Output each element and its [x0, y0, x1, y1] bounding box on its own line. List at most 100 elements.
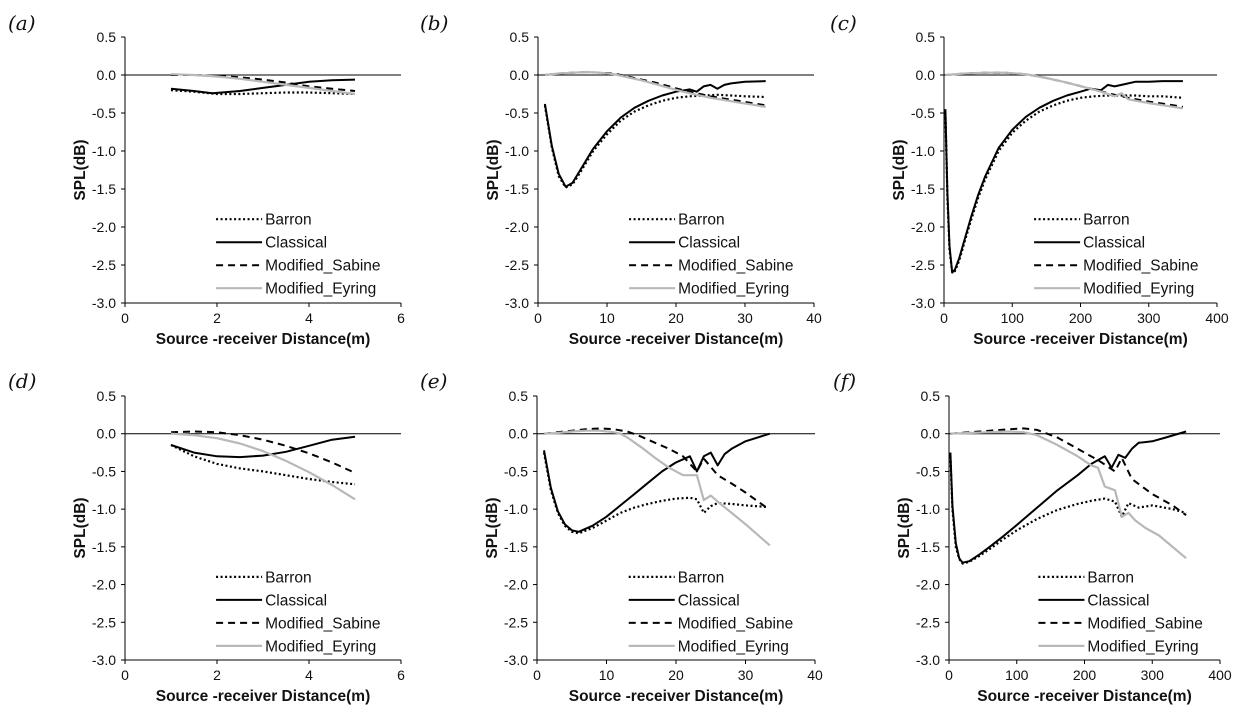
x-tick-label: 40	[807, 667, 823, 683]
y-tick-label: -1.0	[911, 143, 935, 159]
series-classical	[170, 435, 356, 459]
series-modified-sabine	[543, 427, 767, 509]
x-axis-title: Source -receiver Distance(m)	[569, 331, 784, 348]
x-tick-label: 100	[1001, 310, 1025, 326]
x-tick-label: 0	[940, 310, 948, 326]
series-classical	[170, 78, 356, 95]
legend-label: Classical	[1087, 592, 1149, 609]
x-tick-label: 40	[806, 310, 822, 326]
y-tick-label: -2.0	[505, 219, 529, 235]
x-axis-title: Source -receiver Distance(m)	[977, 688, 1192, 705]
y-tick-label: -2.0	[911, 219, 935, 235]
y-tick-label: 0.5	[916, 29, 936, 45]
panel-label: (d)	[8, 369, 36, 393]
y-tick-label: 0.0	[916, 67, 936, 83]
series-barron	[543, 93, 766, 189]
legend-label: Barron	[265, 212, 312, 229]
legend-label: Barron	[678, 569, 725, 586]
x-axis-title: Source -receiver Distance(m)	[156, 331, 371, 348]
series-barron	[944, 94, 1183, 274]
x-tick-label: 6	[397, 310, 405, 326]
y-tick-label: -1.5	[504, 539, 528, 555]
y-tick-label: -1.5	[92, 539, 116, 555]
y-tick-label: -3.0	[916, 652, 940, 668]
panel-label: (e)	[420, 369, 447, 393]
series-classical	[543, 432, 771, 533]
y-tick-label: 0.0	[921, 426, 941, 442]
y-tick-label: 0.0	[510, 67, 530, 83]
legend-label: Modified_Eyring	[678, 638, 789, 655]
x-tick-label: 300	[1137, 310, 1161, 326]
y-tick-label: -2.0	[504, 577, 528, 593]
x-tick-label: 0	[121, 667, 129, 683]
legend-label: Barron	[1087, 569, 1134, 586]
legend-label: Modified_Sabine	[1083, 258, 1198, 275]
chart-panel-6: (f) 0.5 0.0 -0.5 -1.0 -1.5 -2.0 -2.5 -3.0 0 100 200…	[833, 369, 1232, 705]
legend: Barron Classical Modified_Sabine Modified_E…	[216, 212, 381, 298]
series-barron	[949, 456, 1187, 565]
x-tick-label: 100	[1005, 667, 1029, 683]
y-tick-label: -1.0	[92, 143, 116, 159]
panel-label: (b)	[420, 11, 448, 35]
chart-panel-3: (c) 0.5 0.0 -0.5 -1.0 -1.5 -2.0 -2.5 -3.0 0 100 200…	[830, 11, 1229, 348]
chart-panel-4: (d) 0.5 0.0 -0.5 -1.0 -1.5 -2.0 -2.5 -3.0 0 2 4 6 Sou…	[8, 369, 405, 705]
x-tick-label: 0	[945, 667, 953, 683]
legend: Barron Classical Modified_Sabine Modified_E…	[216, 569, 381, 655]
y-tick-label: -1.0	[505, 143, 529, 159]
series-classical	[543, 80, 766, 188]
legend: Barron Classical Modified_Sabine Modified_E…	[629, 212, 794, 298]
series-modified-sabine	[170, 430, 356, 474]
legend-label: Classical	[265, 235, 327, 252]
y-tick-label: -1.5	[911, 181, 935, 197]
panel-label: (a)	[8, 11, 36, 35]
y-tick-label: -2.5	[504, 614, 528, 630]
y-axis-title: SPL(dB)	[891, 139, 908, 200]
legend-label: Classical	[265, 592, 327, 609]
x-tick-label: 4	[305, 310, 313, 326]
chart-panel-2: (b) 0.5 0.0 -0.5 -1.0 -1.5 -2.0 -2.5 -3.0 0 10 20 30…	[420, 11, 822, 348]
legend: Barron Classical Modified_Sabine Modified_E…	[628, 569, 793, 655]
series-modified-eyring	[950, 430, 1187, 560]
y-tick-label: -1.5	[92, 181, 116, 197]
y-tick-label: -1.0	[916, 501, 940, 517]
legend-label: Modified_Eyring	[265, 281, 376, 298]
legend-label: Modified_Eyring	[1083, 281, 1194, 298]
series-classical	[944, 80, 1183, 274]
y-tick-label: -2.5	[916, 614, 940, 630]
legend-label: Modified_Sabine	[1087, 615, 1202, 632]
legend-label: Barron	[265, 569, 312, 586]
x-tick-label: 10	[599, 667, 615, 683]
legend-label: Modified_Sabine	[265, 615, 380, 632]
y-axis-title: SPL(dB)	[484, 497, 501, 558]
series-modified-eyring	[544, 70, 766, 108]
y-tick-label: -0.5	[916, 463, 940, 479]
x-axis-title: Source -receiver Distance(m)	[569, 688, 784, 705]
series-classical	[949, 430, 1187, 564]
y-tick-label: -2.0	[92, 219, 116, 235]
y-tick-label: 0.5	[97, 29, 117, 45]
panel-label: (f)	[833, 369, 856, 393]
y-tick-label: -3.0	[505, 295, 529, 311]
legend-label: Modified_Sabine	[678, 258, 793, 275]
chart-panel-5: (e) 0.5 0.0 -0.5 -1.0 -1.5 -2.0 -2.5 -3.0 0 10 20 30…	[420, 369, 823, 705]
legend-label: Modified_Eyring	[265, 638, 376, 655]
y-tick-label: 0.0	[97, 67, 117, 83]
legend-label: Classical	[1083, 235, 1145, 252]
x-tick-label: 30	[737, 310, 753, 326]
y-tick-label: -1.0	[504, 501, 528, 517]
y-axis-title: SPL(dB)	[896, 497, 913, 558]
legend-label: Modified_Eyring	[1087, 638, 1198, 655]
series-modified-eyring	[543, 429, 771, 547]
x-tick-label: 30	[738, 667, 754, 683]
y-axis-title: SPL(dB)	[72, 497, 89, 558]
series-modified-sabine	[950, 427, 1187, 517]
y-tick-label: 0.5	[510, 29, 530, 45]
x-tick-label: 20	[668, 667, 684, 683]
series-modified-eyring	[945, 71, 1184, 110]
y-tick-label: -3.0	[92, 652, 116, 668]
legend-label: Classical	[678, 235, 740, 252]
x-axis-title: Source -receiver Distance(m)	[973, 331, 1188, 348]
y-tick-label: -2.5	[911, 257, 935, 273]
y-tick-label: 0.0	[97, 426, 117, 442]
